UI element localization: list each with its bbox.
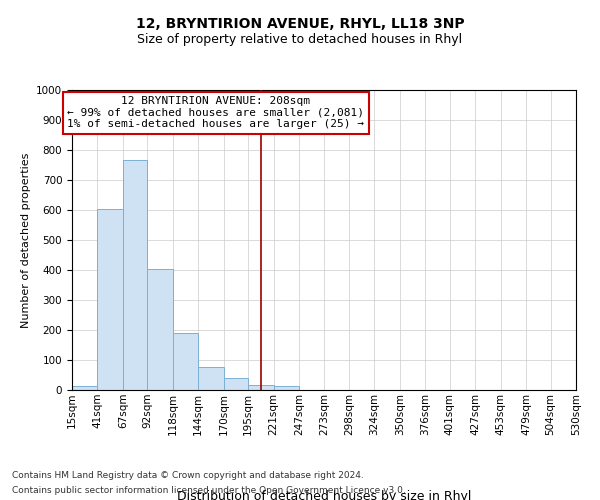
X-axis label: Distribution of detached houses by size in Rhyl: Distribution of detached houses by size … [177,490,471,500]
Text: 12 BRYNTIRION AVENUE: 208sqm
← 99% of detached houses are smaller (2,081)
1% of : 12 BRYNTIRION AVENUE: 208sqm ← 99% of de… [67,96,364,129]
Bar [248,384,274,390]
Bar [274,386,299,390]
Text: Contains HM Land Registry data © Crown copyright and database right 2024.: Contains HM Land Registry data © Crown c… [12,471,364,480]
Bar [148,269,173,390]
Text: Contains public sector information licensed under the Open Government Licence v3: Contains public sector information licen… [12,486,406,495]
Y-axis label: Number of detached properties: Number of detached properties [20,152,31,328]
Bar [97,209,123,390]
Bar [173,333,198,390]
Text: 12, BRYNTIRION AVENUE, RHYL, LL18 3NP: 12, BRYNTIRION AVENUE, RHYL, LL18 3NP [136,18,464,32]
Bar [123,160,148,390]
Bar [224,378,248,390]
Bar [198,366,224,390]
Bar [72,386,97,390]
Text: Size of property relative to detached houses in Rhyl: Size of property relative to detached ho… [137,32,463,46]
